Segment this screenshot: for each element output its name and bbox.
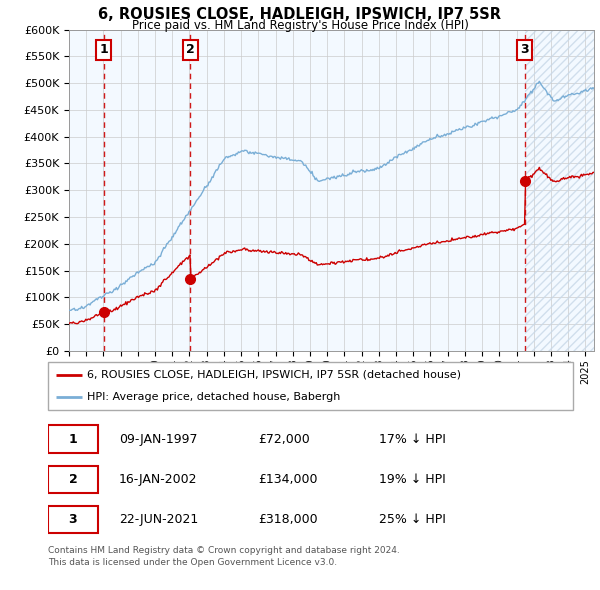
FancyBboxPatch shape: [48, 362, 573, 410]
Text: £72,000: £72,000: [258, 432, 310, 445]
Bar: [524, 30, 594, 351]
Bar: [524, 30, 594, 351]
Text: £134,000: £134,000: [258, 473, 317, 486]
Bar: [190, 30, 524, 351]
FancyBboxPatch shape: [48, 425, 98, 453]
Text: 16-JAN-2002: 16-JAN-2002: [119, 473, 197, 486]
Text: 6, ROUSIES CLOSE, HADLEIGH, IPSWICH, IP7 5SR (detached house): 6, ROUSIES CLOSE, HADLEIGH, IPSWICH, IP7…: [88, 370, 461, 380]
Text: Price paid vs. HM Land Registry's House Price Index (HPI): Price paid vs. HM Land Registry's House …: [131, 19, 469, 32]
Text: 09-JAN-1997: 09-JAN-1997: [119, 432, 197, 445]
Text: 17% ↓ HPI: 17% ↓ HPI: [379, 432, 446, 445]
Text: 1: 1: [100, 44, 109, 57]
Text: 2: 2: [68, 473, 77, 486]
Bar: [69, 30, 104, 351]
Text: Contains HM Land Registry data © Crown copyright and database right 2024.: Contains HM Land Registry data © Crown c…: [48, 546, 400, 555]
Text: 3: 3: [520, 44, 529, 57]
Text: 1: 1: [68, 432, 77, 445]
Text: HPI: Average price, detached house, Babergh: HPI: Average price, detached house, Babe…: [88, 392, 341, 402]
Text: 22-JUN-2021: 22-JUN-2021: [119, 513, 198, 526]
Bar: [104, 30, 190, 351]
FancyBboxPatch shape: [48, 466, 98, 493]
Text: £318,000: £318,000: [258, 513, 317, 526]
Text: This data is licensed under the Open Government Licence v3.0.: This data is licensed under the Open Gov…: [48, 558, 337, 566]
Text: 25% ↓ HPI: 25% ↓ HPI: [379, 513, 446, 526]
FancyBboxPatch shape: [48, 506, 98, 533]
Text: 19% ↓ HPI: 19% ↓ HPI: [379, 473, 445, 486]
Text: 2: 2: [186, 44, 194, 57]
Text: 6, ROUSIES CLOSE, HADLEIGH, IPSWICH, IP7 5SR: 6, ROUSIES CLOSE, HADLEIGH, IPSWICH, IP7…: [98, 7, 502, 22]
Text: 3: 3: [68, 513, 77, 526]
